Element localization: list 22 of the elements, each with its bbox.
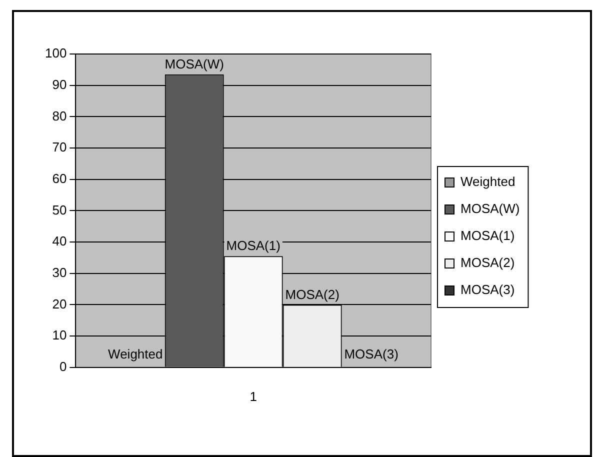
legend-label: MOSA(3): [460, 282, 515, 298]
y-tick-label: 10: [52, 328, 67, 343]
y-tick-label: 0: [59, 358, 67, 374]
legend-label: Weighted: [460, 174, 516, 190]
x-tick-label: 1: [250, 388, 257, 404]
annotation: Weighted: [108, 346, 163, 362]
annotation: MOSA(W): [164, 56, 224, 72]
legend-label: MOSA(2): [460, 255, 515, 270]
y-tick-label: 30: [52, 264, 67, 280]
legend-label: MOSA(W): [460, 201, 520, 216]
annotation: MOSA(1): [226, 238, 280, 254]
y-tick-label: 80: [52, 108, 67, 124]
y-tick-label: 20: [52, 296, 67, 312]
y-tick-label: 60: [52, 170, 67, 186]
y-tick-label: 70: [52, 140, 67, 155]
y-tick-label: 100: [44, 46, 67, 61]
y-tick-label: 40: [52, 234, 67, 249]
annotation: MOSA(2): [285, 286, 340, 302]
y-tick-label: 90: [52, 76, 67, 92]
legend-label: MOSA(1): [460, 228, 515, 244]
annotation: MOSA(3): [344, 346, 398, 362]
y-tick-label: 50: [52, 202, 67, 218]
